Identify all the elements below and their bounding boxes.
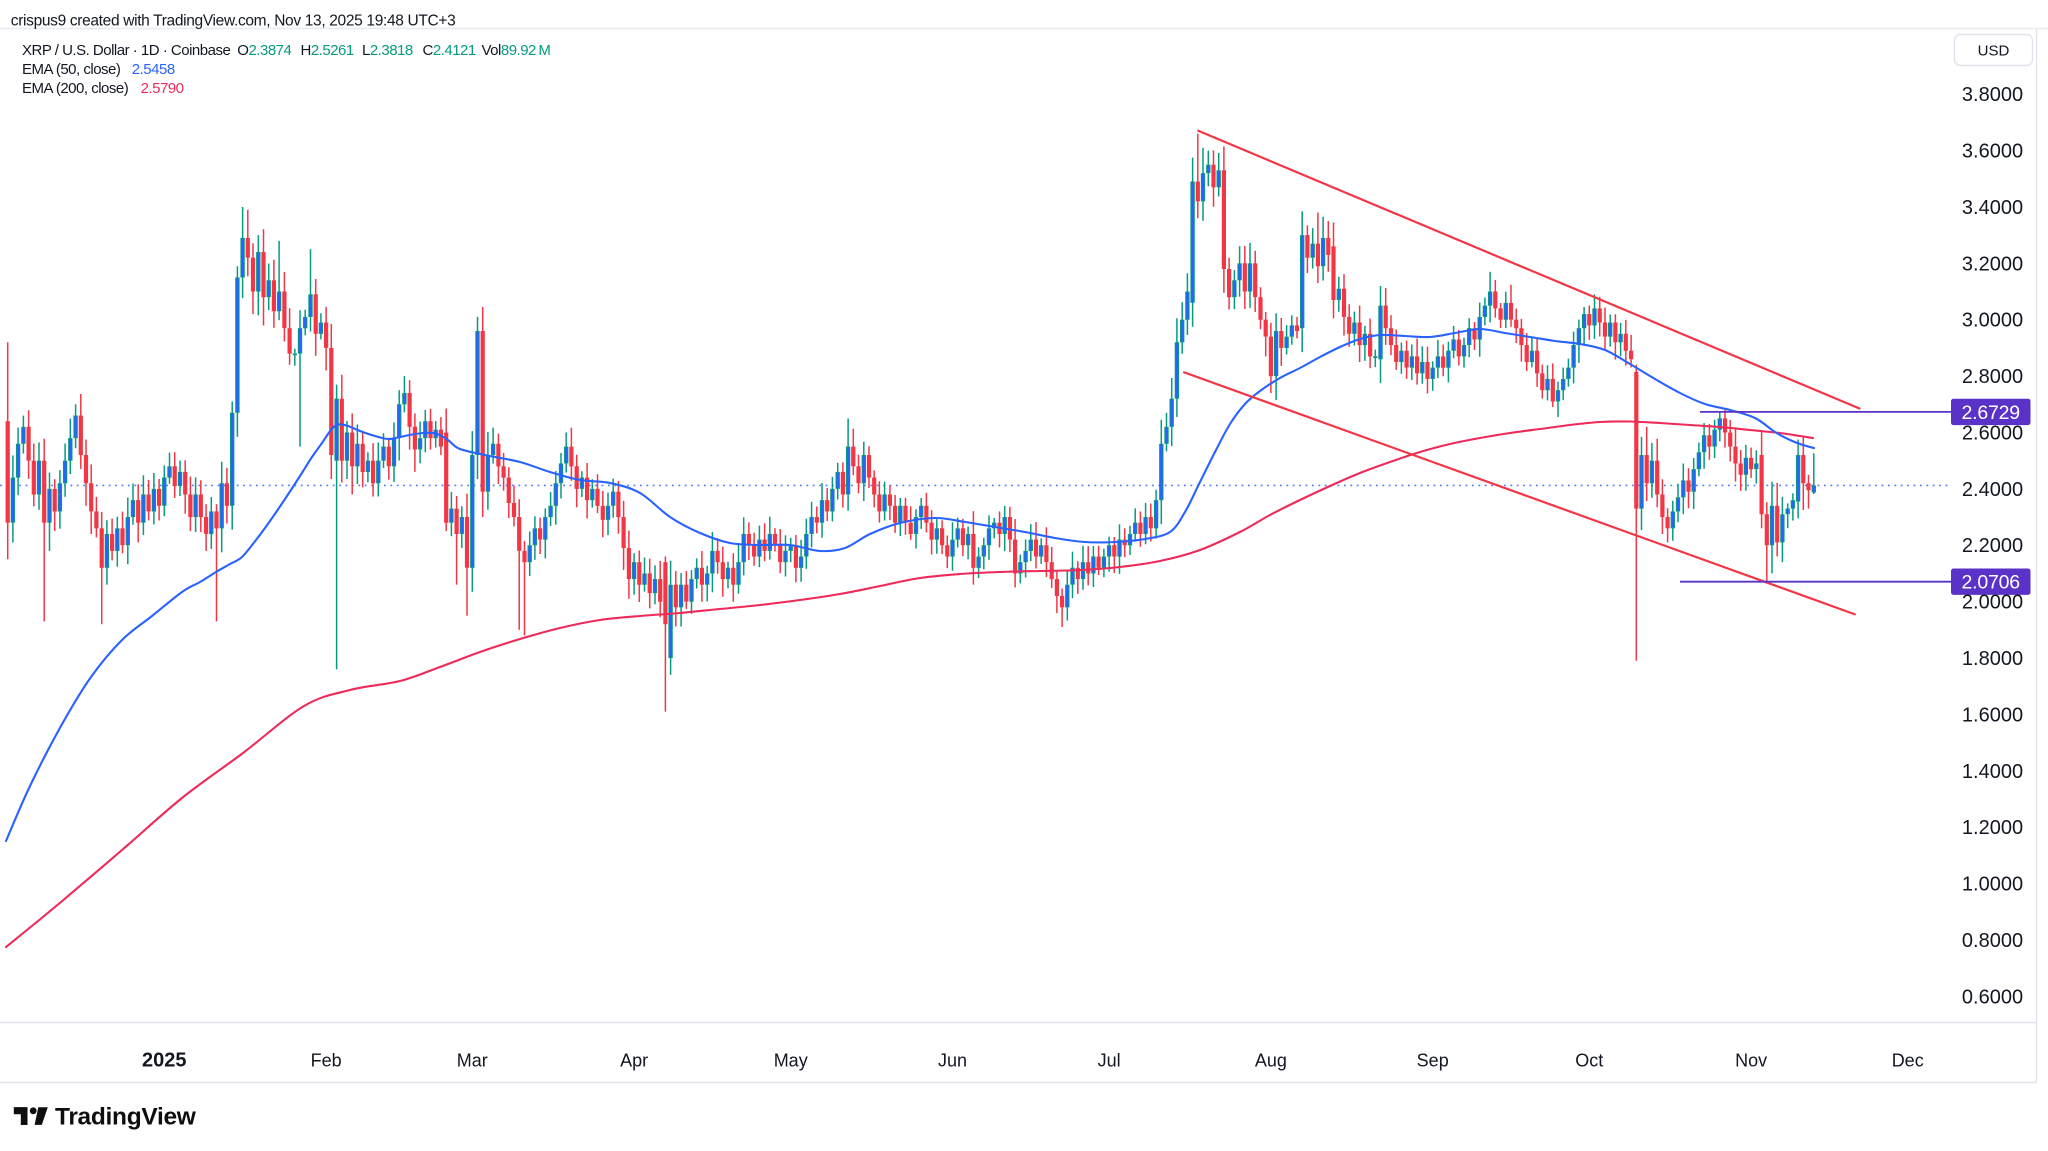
svg-text:3.8000: 3.8000: [1962, 84, 2023, 106]
svg-text:3.2000: 3.2000: [1962, 253, 2023, 275]
svg-text:0.6000: 0.6000: [1962, 986, 2023, 1008]
svg-text:2025: 2025: [142, 1050, 187, 1072]
svg-text:Aug: Aug: [1255, 1051, 1287, 1071]
svg-text:2.8000: 2.8000: [1962, 366, 2023, 388]
svg-text:C2.4121: C2.4121: [423, 42, 476, 59]
svg-text:1.8000: 1.8000: [1962, 648, 2023, 670]
svg-text:2.0706: 2.0706: [1961, 572, 2019, 594]
svg-text:1.6000: 1.6000: [1962, 704, 2023, 726]
svg-text:EMA (200, close): EMA (200, close): [22, 80, 129, 97]
svg-text:1.0000: 1.0000: [1962, 874, 2023, 896]
svg-text:TradingView: TradingView: [55, 1104, 197, 1131]
svg-text:2.4000: 2.4000: [1962, 479, 2023, 501]
svg-text:Mar: Mar: [457, 1051, 488, 1071]
svg-text:Jun: Jun: [938, 1051, 967, 1071]
svg-text:Sep: Sep: [1417, 1051, 1449, 1071]
svg-text:3.4000: 3.4000: [1962, 197, 2023, 219]
svg-text:2.2000: 2.2000: [1962, 535, 2023, 557]
svg-text:1.4000: 1.4000: [1962, 761, 2023, 783]
svg-text:Jul: Jul: [1098, 1051, 1121, 1071]
svg-text:2.5458: 2.5458: [132, 61, 175, 78]
svg-text:3.6000: 3.6000: [1962, 141, 2023, 163]
svg-text:Feb: Feb: [311, 1051, 342, 1071]
svg-text:2.6000: 2.6000: [1962, 423, 2023, 445]
svg-text:1.2000: 1.2000: [1962, 817, 2023, 839]
svg-text:XRP / U.S. Dollar · 1D · Coinb: XRP / U.S. Dollar · 1D · Coinbase: [22, 42, 230, 59]
svg-text:Oct: Oct: [1575, 1051, 1603, 1071]
svg-text:O2.3874: O2.3874: [237, 42, 291, 59]
svg-text:3.0000: 3.0000: [1962, 310, 2023, 332]
svg-text:USD: USD: [1978, 43, 2010, 60]
svg-text:0.8000: 0.8000: [1962, 930, 2023, 952]
svg-text:2.0000: 2.0000: [1962, 592, 2023, 614]
svg-text:H2.5261: H2.5261: [301, 42, 354, 59]
svg-text:Apr: Apr: [620, 1051, 648, 1071]
svg-text:2.6729: 2.6729: [1961, 402, 2019, 424]
svg-text:Vol89.92 M: Vol89.92 M: [482, 42, 551, 59]
svg-text:EMA (50, close): EMA (50, close): [22, 61, 121, 78]
svg-text:L2.3818: L2.3818: [362, 42, 413, 59]
svg-text:Nov: Nov: [1735, 1051, 1767, 1071]
svg-text:2.5790: 2.5790: [141, 80, 184, 97]
svg-text:May: May: [774, 1051, 808, 1071]
svg-text:Dec: Dec: [1892, 1051, 1924, 1071]
svg-text:crispus9 created with TradingV: crispus9 created with TradingView.com, N…: [11, 13, 456, 30]
